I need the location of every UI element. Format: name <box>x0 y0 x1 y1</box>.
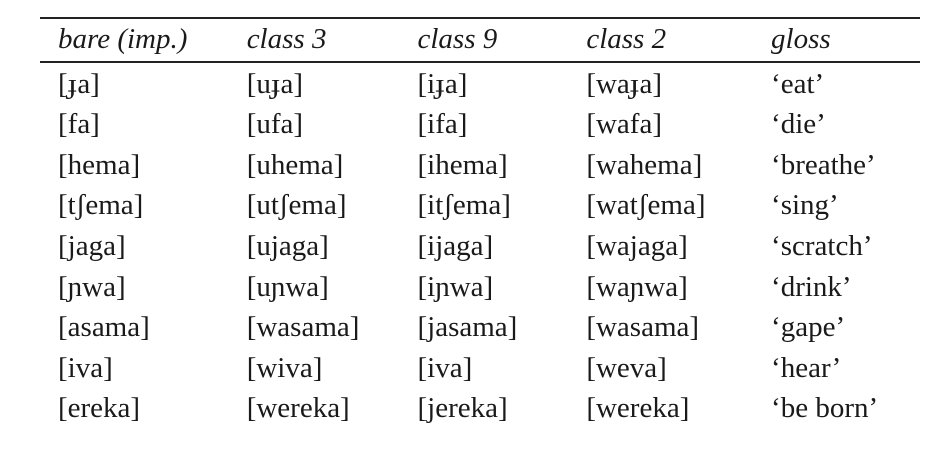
table-row: [iva] [wiva] [iva] [weva] ‘hear’ <box>40 349 920 390</box>
table-row: [tʃema] [utʃema] [itʃema] [watʃema] ‘sin… <box>40 187 920 228</box>
table-row: [asama] [wasama] [jasama] [wasama] ‘gape… <box>40 309 920 350</box>
cell-bare: [ɲwa] <box>58 270 126 303</box>
cell-class-9: [ifa] <box>417 108 468 141</box>
cell-class-3: [utʃema] <box>246 189 347 222</box>
cell-class-2: [watʃema] <box>586 189 706 222</box>
header-gloss: gloss <box>771 23 831 55</box>
cell-gloss: ‘die’ <box>771 108 826 141</box>
cell-bare: [fa] <box>58 108 100 141</box>
cell-gloss: ‘be born’ <box>771 392 879 425</box>
table-row: [hema] [uhema] [ihema] [wahema] ‘breathe… <box>40 146 920 187</box>
cell-class-9: [jasama] <box>417 311 518 344</box>
cell-bare: [asama] <box>58 311 150 344</box>
header-class-9: class 9 <box>417 23 498 55</box>
table-row: [fa] [ufa] [ifa] [wafa] ‘die’ <box>40 106 920 147</box>
table-header: bare (imp.) class 3 class 9 class 2 glos… <box>40 19 920 61</box>
cell-gloss: ‘hear’ <box>771 351 842 384</box>
cell-gloss: ‘scratch’ <box>771 229 873 262</box>
cell-class-2: [wereka] <box>586 392 690 425</box>
cell-class-2: [waɟa] <box>586 67 662 100</box>
cell-class-9: [itʃema] <box>417 189 511 222</box>
table-row: [ɟa] [uɟa] [iɟa] [waɟa] ‘eat’ <box>40 65 920 106</box>
cell-class-3: [ufa] <box>246 108 304 141</box>
cell-class-3: [wereka] <box>246 392 350 425</box>
cell-class-2: [weva] <box>586 351 667 384</box>
header-rule <box>40 61 920 63</box>
cell-class-9: [iva] <box>417 351 473 384</box>
cell-class-2: [wafa] <box>586 108 662 141</box>
cell-bare: [ereka] <box>58 392 141 425</box>
cell-bare: [iva] <box>58 351 113 384</box>
cell-class-2: [waɲwa] <box>586 270 688 303</box>
table-body: [ɟa] [uɟa] [iɟa] [waɟa] ‘eat’ [fa] [ufa]… <box>40 63 920 430</box>
table-row: [ereka] [wereka] [jereka] [wereka] ‘be b… <box>40 390 920 431</box>
cell-bare: [hema] <box>58 148 141 181</box>
cell-class-9: [ijaga] <box>417 229 494 262</box>
cell-class-3: [wiva] <box>246 351 323 384</box>
cell-class-9: [iɲwa] <box>417 270 494 303</box>
table-row: [ɲwa] [uɲwa] [iɲwa] [waɲwa] ‘drink’ <box>40 268 920 309</box>
cell-class-9: [iɟa] <box>417 67 468 100</box>
cell-class-2: [wahema] <box>586 148 703 181</box>
cell-class-3: [uɟa] <box>246 67 304 100</box>
cell-bare: [ɟa] <box>58 67 100 100</box>
header-class-3: class 3 <box>246 23 327 55</box>
header-bare: bare (imp.) <box>58 23 188 55</box>
cell-class-3: [uɲwa] <box>246 270 329 303</box>
cell-gloss: ‘breathe’ <box>771 148 876 181</box>
cell-class-3: [ujaga] <box>246 229 329 262</box>
cell-class-9: [ihema] <box>417 148 508 181</box>
cell-bare: [jaga] <box>58 229 126 262</box>
cell-gloss: ‘drink’ <box>771 270 852 303</box>
cell-class-2: [wasama] <box>586 311 700 344</box>
cell-gloss: ‘gape’ <box>771 311 846 344</box>
cell-class-9: [jereka] <box>417 392 508 425</box>
header-class-2: class 2 <box>586 23 667 55</box>
cell-class-3: [uhema] <box>246 148 344 181</box>
cell-bare: [tʃema] <box>58 189 144 222</box>
cell-gloss: ‘sing’ <box>771 189 839 222</box>
table-row: [jaga] [ujaga] [ijaga] [wajaga] ‘scratch… <box>40 227 920 268</box>
data-table: bare (imp.) class 3 class 9 class 2 glos… <box>40 17 920 430</box>
top-rule <box>40 17 920 19</box>
cell-class-3: [wasama] <box>246 311 360 344</box>
cell-gloss: ‘eat’ <box>771 67 825 100</box>
cell-class-2: [wajaga] <box>586 229 688 262</box>
